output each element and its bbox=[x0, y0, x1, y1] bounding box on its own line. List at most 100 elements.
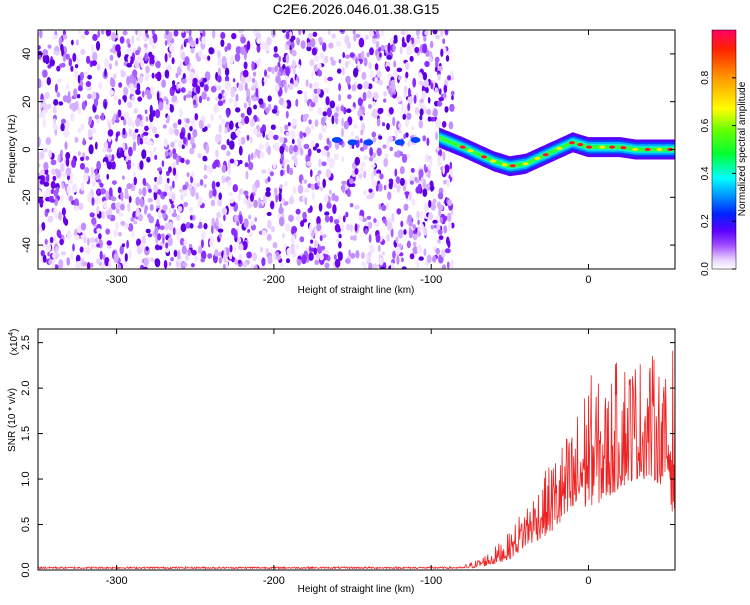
spectrogram-noise-cell bbox=[351, 84, 357, 92]
spectrogram-noise-cell bbox=[285, 145, 289, 153]
spectrogram-noise-cell bbox=[254, 179, 260, 189]
spectrogram-noise-cell bbox=[284, 223, 291, 232]
spectrogram-noise-cell bbox=[400, 220, 404, 228]
spectrogram-noise-cell bbox=[143, 257, 149, 267]
spectrogram-noise-cell bbox=[444, 248, 451, 254]
spectrogram-noise-cell bbox=[419, 98, 424, 103]
spectrogram-noise-cell bbox=[168, 151, 173, 157]
spectrogram-noise-cell bbox=[94, 141, 98, 150]
spectrogram-noise-cell bbox=[129, 56, 134, 65]
spectrogram-noise-cell bbox=[325, 168, 332, 178]
spectrogram-noise-cell bbox=[243, 190, 249, 195]
spectrogram-noise-cell bbox=[148, 37, 154, 46]
snr-y-tick-label: 0.5 bbox=[20, 517, 32, 532]
spectrogram-noise-cell bbox=[350, 223, 353, 233]
spectrogram-noise-cell bbox=[291, 59, 296, 69]
spectrogram-noise-cell bbox=[399, 46, 403, 55]
spectrogram-noise-cell bbox=[179, 131, 185, 140]
spectrogram-noise-cell bbox=[311, 47, 318, 56]
spectrogram-noise-cell bbox=[68, 178, 73, 184]
spectrogram-noise-cell bbox=[215, 181, 220, 188]
spectrogram-noise-cell bbox=[105, 228, 111, 235]
spectrogram-noise-cell bbox=[76, 225, 82, 234]
spectrogram-noise-cell bbox=[326, 107, 332, 118]
spectrogram-noise-cell bbox=[401, 153, 408, 163]
spectrogram-noise-cell bbox=[217, 67, 222, 77]
spectrogram-noise-cell bbox=[72, 52, 77, 62]
spectrogram-noise-cell bbox=[174, 139, 178, 144]
spectrogram-noise-cell bbox=[39, 30, 43, 39]
spectrogram-noise-cell bbox=[179, 61, 183, 68]
spectrogram-noise-cell bbox=[244, 82, 248, 91]
spectrogram-trace-peak bbox=[481, 155, 488, 159]
spectrogram-noise-cell bbox=[423, 35, 427, 42]
spectrogram-noise-cell bbox=[207, 253, 213, 259]
spectrogram-noise-cell bbox=[331, 33, 336, 39]
spectrogram-noise-cell bbox=[386, 221, 393, 232]
spectrogram-noise-cell bbox=[338, 83, 341, 92]
spectrogram-noise-cell bbox=[412, 229, 417, 235]
spectrogram-noise-cell bbox=[107, 129, 114, 137]
spectrogram-noise-cell bbox=[95, 40, 101, 51]
spectrogram-noise-cell bbox=[47, 251, 50, 257]
spectrogram-noise-cell bbox=[38, 189, 42, 195]
spectrogram-noise-cell bbox=[277, 71, 282, 78]
spectrogram-trace-peak bbox=[656, 147, 663, 152]
spectrogram-noise-cell bbox=[163, 259, 168, 269]
spectrogram-noise-cell bbox=[312, 146, 317, 151]
spectrogram-noise-cell bbox=[76, 57, 80, 66]
spectrogram-noise-cell bbox=[266, 233, 272, 242]
spectrogram-trace-peak bbox=[556, 146, 563, 150]
spectrogram-noise-cell bbox=[278, 55, 282, 63]
spectrogram-noise-cell bbox=[120, 70, 126, 78]
spectrogram-noise-cell bbox=[321, 123, 327, 133]
spectrogram-noise-cell bbox=[367, 83, 373, 90]
spectrogram-noise-cell bbox=[258, 203, 263, 209]
spectrogram-noise-cell bbox=[66, 257, 70, 266]
spectrogram-noise-cell bbox=[201, 250, 207, 260]
spectrogram-noise-cell bbox=[192, 129, 198, 138]
spectrogram-noise-cell bbox=[288, 214, 294, 222]
spectrogram-noise-cell bbox=[80, 222, 87, 231]
spectrogram-noise-cell bbox=[198, 49, 203, 58]
spectrogram-noise-cell bbox=[234, 214, 239, 222]
spectrogram-noise-cell bbox=[353, 67, 359, 78]
spectrogram-noise-cell bbox=[63, 54, 66, 63]
spectrogram-noise-cell bbox=[443, 84, 448, 94]
spectrogram-noise-cell bbox=[423, 226, 428, 236]
spectrogram-noise-cell bbox=[94, 195, 100, 205]
spectrogram-noise-cell bbox=[232, 184, 238, 193]
spectrogram-noise-cell bbox=[227, 166, 232, 176]
spectrogram-noise-cell bbox=[70, 112, 75, 122]
spectrogram-y-tick-label: 0 bbox=[21, 146, 33, 152]
spectrogram-noise-cell bbox=[91, 217, 97, 226]
spectrogram-noise-cell bbox=[154, 244, 160, 251]
spectrogram-y-tick-label: 20 bbox=[21, 96, 33, 108]
spectrogram-noise-cell bbox=[201, 91, 207, 100]
spectrogram-noise-cell bbox=[258, 143, 264, 151]
spectrogram-noise-cell bbox=[179, 49, 184, 54]
spectrogram-noise-cell bbox=[62, 30, 66, 36]
spectrogram-noise-cell bbox=[426, 254, 432, 264]
spectrogram-noise-cell bbox=[45, 137, 51, 146]
spectrogram-noise-cell bbox=[189, 40, 196, 48]
spectrogram-noise-cell bbox=[336, 68, 342, 74]
spectrogram-noise-cell bbox=[318, 202, 323, 212]
spectrogram-noise-cell bbox=[366, 215, 372, 220]
snr-x-axis-label: Height of straight line (km) bbox=[298, 584, 415, 595]
spectrogram-noise-cell bbox=[254, 148, 259, 156]
spectrogram-noise-cell bbox=[288, 197, 294, 205]
spectrogram-noise-cell bbox=[126, 75, 130, 86]
spectrogram-noise-cell bbox=[251, 96, 258, 102]
spectrogram-y-axis-label: Frequency (Hz) bbox=[7, 115, 18, 184]
spectrogram-noise-cell bbox=[432, 255, 437, 263]
spectrogram-noise-cell bbox=[131, 95, 135, 101]
spectrogram-trace-peak bbox=[599, 145, 606, 149]
spectrogram-noise-cell bbox=[170, 257, 174, 262]
spectrogram-noise-cell bbox=[390, 262, 395, 269]
spectrogram-noise-cell bbox=[405, 71, 409, 79]
spectrogram-noise-cell bbox=[267, 168, 271, 174]
spectrogram-noise-cell bbox=[297, 90, 303, 95]
spectrogram-noise-cell bbox=[450, 169, 454, 178]
spectrogram-noise-cell bbox=[202, 155, 208, 161]
